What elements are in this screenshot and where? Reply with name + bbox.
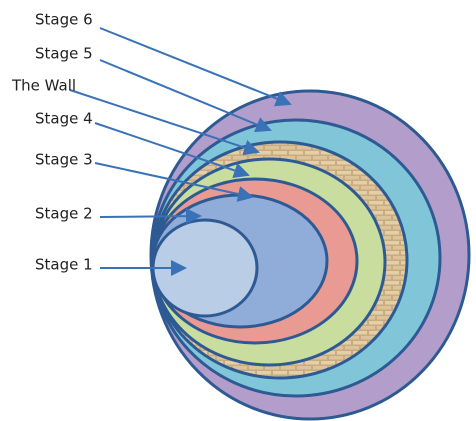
rings — [151, 91, 469, 419]
label: The Wall — [11, 77, 76, 95]
label: Stage 4 — [35, 110, 93, 128]
label: Stage 6 — [35, 11, 93, 29]
label: Stage 2 — [35, 205, 93, 223]
label: Stage 5 — [35, 45, 93, 63]
diagram: Stage 6 Stage 5 The Wall Stage 4 Stage 3… — [0, 0, 476, 421]
arrow — [100, 216, 200, 217]
label: Stage 1 — [35, 256, 93, 274]
arrow — [100, 60, 270, 130]
label: Stage 3 — [35, 151, 93, 169]
arrow — [100, 28, 290, 104]
